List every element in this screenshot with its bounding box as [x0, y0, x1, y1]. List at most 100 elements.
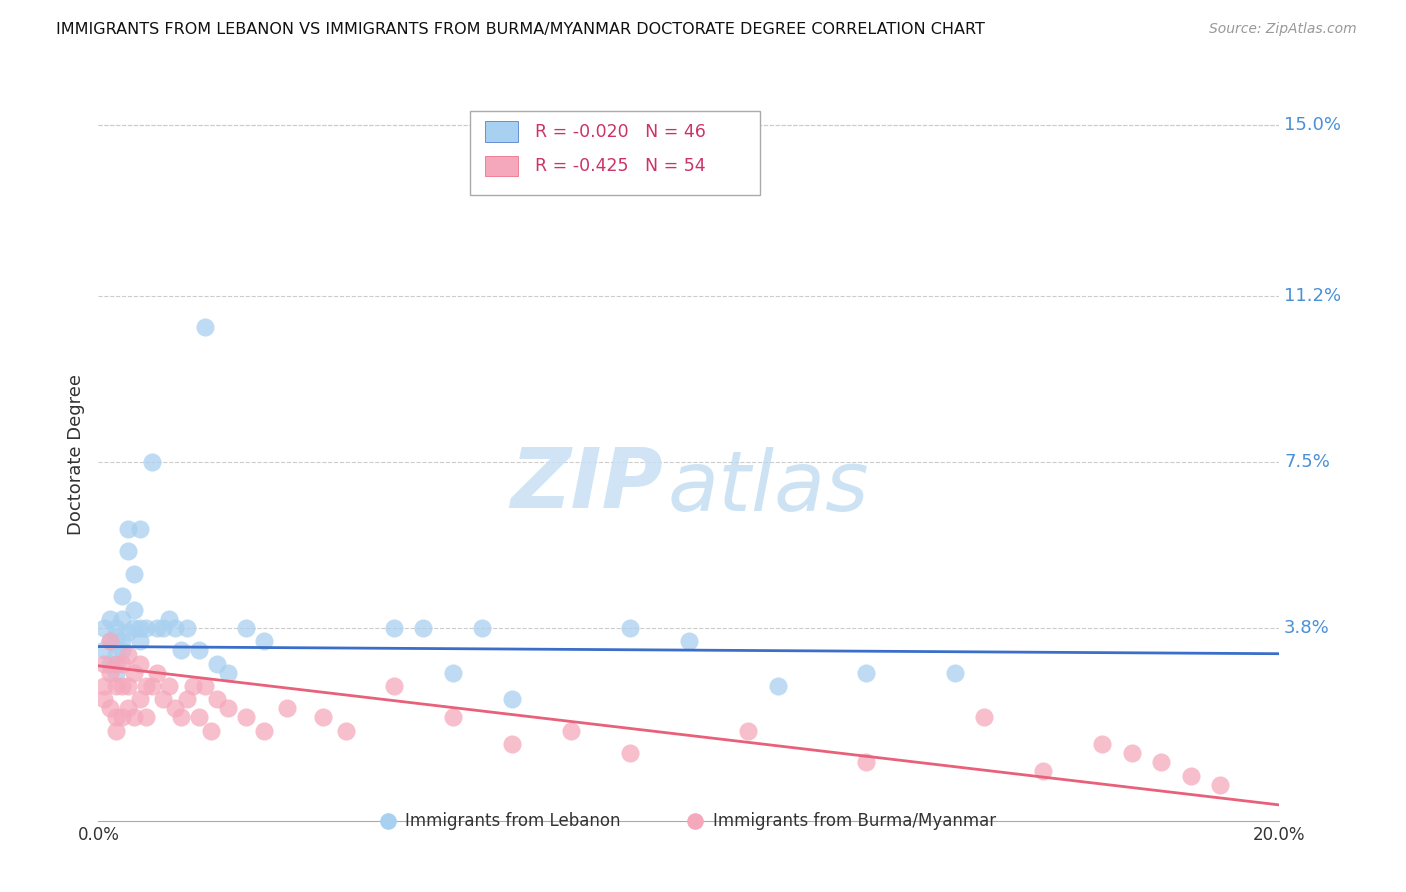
Point [117, 679, 139, 693]
Point [111, 710, 134, 724]
Point [205, 692, 228, 706]
Point [117, 522, 139, 536]
Text: 20.0%: 20.0% [1253, 827, 1306, 845]
Point [117, 701, 139, 715]
Point [441, 665, 464, 680]
Point [93, 621, 115, 635]
Point [105, 679, 128, 693]
Point [471, 621, 494, 635]
Point [105, 723, 128, 738]
Point [1091, 737, 1114, 751]
Text: 7.5%: 7.5% [1284, 452, 1330, 471]
Point [619, 621, 641, 635]
FancyBboxPatch shape [485, 121, 517, 142]
Point [93, 643, 115, 657]
Point [128, 692, 150, 706]
Point [382, 621, 405, 635]
Point [128, 634, 150, 648]
Point [105, 621, 128, 635]
Point [312, 710, 335, 724]
Point [152, 621, 174, 635]
Point [117, 648, 139, 662]
Point [1209, 778, 1232, 792]
Point [117, 544, 139, 558]
Point [98, 634, 121, 648]
Point [98, 657, 121, 671]
Point [111, 589, 134, 603]
Point [141, 679, 163, 693]
Text: 11.2%: 11.2% [1284, 286, 1341, 305]
Text: Immigrants from Burma/Myanmar: Immigrants from Burma/Myanmar [713, 812, 995, 830]
Point [111, 643, 134, 657]
Point [1121, 747, 1143, 761]
Point [128, 621, 150, 635]
Point [128, 657, 150, 671]
Point [135, 679, 157, 693]
Point [135, 710, 157, 724]
Point [93, 679, 115, 693]
Point [122, 621, 145, 635]
Point [122, 710, 145, 724]
Point [105, 665, 128, 680]
Y-axis label: Doctorate Degree: Doctorate Degree [66, 375, 84, 535]
Point [678, 634, 700, 648]
Point [117, 625, 139, 640]
Point [194, 320, 217, 334]
Point [122, 566, 145, 581]
Point [501, 737, 523, 751]
Point [170, 710, 193, 724]
Point [253, 634, 276, 648]
Point [98, 634, 121, 648]
Point [235, 710, 257, 724]
Point [737, 723, 759, 738]
Text: R = -0.425   N = 54: R = -0.425 N = 54 [536, 157, 706, 175]
Point [105, 630, 128, 644]
Text: R = -0.020   N = 46: R = -0.020 N = 46 [536, 122, 706, 141]
Point [98, 701, 121, 715]
Point [501, 692, 523, 706]
Text: 3.8%: 3.8% [1284, 619, 1330, 637]
Point [152, 692, 174, 706]
Point [93, 692, 115, 706]
Point [176, 621, 198, 635]
Point [111, 612, 134, 626]
Point [141, 455, 163, 469]
Point [217, 665, 239, 680]
Point [412, 621, 434, 635]
Point [1150, 756, 1173, 770]
Point [187, 710, 209, 724]
Point [111, 679, 134, 693]
Point [157, 612, 180, 626]
Point [98, 612, 121, 626]
Point [122, 665, 145, 680]
Point [111, 657, 134, 671]
Point [146, 665, 169, 680]
Point [135, 621, 157, 635]
Point [235, 621, 257, 635]
Point [165, 621, 187, 635]
Text: Immigrants from Lebanon: Immigrants from Lebanon [405, 812, 621, 830]
Point [165, 701, 187, 715]
Text: 15.0%: 15.0% [1284, 116, 1341, 134]
Point [217, 701, 239, 715]
Point [93, 657, 115, 671]
Point [122, 603, 145, 617]
Point [943, 665, 966, 680]
Point [105, 648, 128, 662]
Point [560, 723, 582, 738]
Point [619, 747, 641, 761]
Point [194, 679, 217, 693]
Point [105, 657, 128, 671]
Point [176, 692, 198, 706]
FancyBboxPatch shape [471, 112, 759, 195]
Point [855, 665, 877, 680]
Point [111, 634, 134, 648]
Point [1032, 764, 1054, 779]
Point [253, 723, 276, 738]
Point [157, 679, 180, 693]
Point [335, 723, 357, 738]
Point [170, 643, 193, 657]
Text: IMMIGRANTS FROM LEBANON VS IMMIGRANTS FROM BURMA/MYANMAR DOCTORATE DEGREE CORREL: IMMIGRANTS FROM LEBANON VS IMMIGRANTS FR… [56, 22, 986, 37]
Point [276, 701, 298, 715]
Point [382, 679, 405, 693]
